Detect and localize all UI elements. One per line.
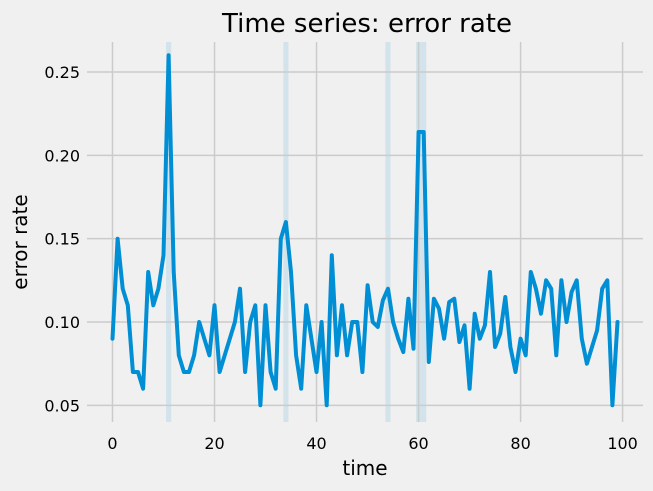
x-tick-label: 40 [306, 434, 326, 453]
y-tick-labels: 0.05 0.10 0.15 0.20 0.25 [44, 63, 80, 415]
x-tick-labels: 0 20 40 60 80 100 [107, 434, 637, 453]
y-axis-label: error rate [8, 194, 32, 289]
x-tick-label: 100 [607, 434, 638, 453]
highlight-band [385, 42, 391, 422]
error-rate-line [110, 53, 620, 408]
x-tick-label: 80 [510, 434, 530, 453]
chart-title: Time series: error rate [221, 9, 512, 39]
y-tick-label: 0.25 [44, 63, 80, 82]
x-axis-label: time [342, 456, 387, 480]
x-tick-label: 20 [204, 434, 224, 453]
x-tick-label: 0 [107, 434, 117, 453]
y-tick-label: 0.10 [44, 313, 80, 332]
y-tick-label: 0.20 [44, 146, 80, 165]
x-tick-label: 60 [408, 434, 428, 453]
y-tick-label: 0.05 [44, 396, 80, 415]
highlight-band [166, 42, 172, 422]
y-tick-label: 0.15 [44, 230, 80, 249]
highlight-band [421, 42, 427, 422]
